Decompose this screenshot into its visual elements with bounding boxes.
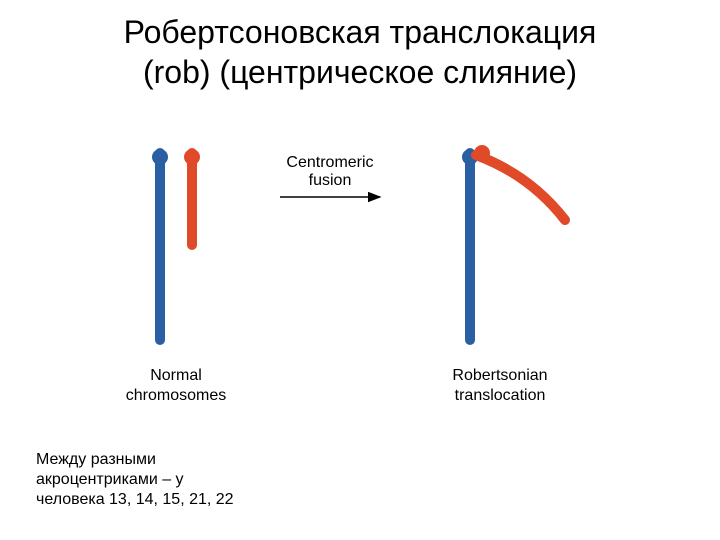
note-line-3: человека 13, 14, 15, 21, 22	[36, 490, 234, 510]
slide-title: Робертсоновская транслокация (rob) (цент…	[0, 0, 720, 92]
right-label-line2: translocation	[455, 387, 546, 404]
diagram-area: Centromeric fusion Normal chromosomes Ro…	[110, 135, 610, 435]
fusion-arrow-group: Centromeric fusion	[280, 154, 380, 197]
title-line-2: (rob) (центрическое слияние)	[0, 52, 720, 92]
note-line-1: Между разными	[36, 450, 234, 470]
red-arm-fused	[476, 155, 565, 220]
blue-centromere-left	[152, 149, 168, 165]
left-label-line2: chromosomes	[126, 387, 226, 404]
title-line-1: Робертсоновская транслокация	[0, 12, 720, 52]
right-label-line1: Robertsonian	[452, 367, 547, 384]
note-line-2: акроцентриками – у	[36, 470, 234, 490]
arrow-label-line2: fusion	[309, 172, 352, 189]
translocation-group	[462, 145, 565, 340]
chromosome-diagram: Centromeric fusion Normal chromosomes Ro…	[110, 135, 610, 435]
red-centromere-right	[474, 145, 490, 161]
red-centromere-left	[184, 149, 200, 165]
footnote: Между разными акроцентриками – у человек…	[36, 450, 234, 510]
arrow-label-line1: Centromeric	[286, 154, 373, 171]
normal-chromosomes-group	[152, 149, 200, 340]
left-label-line1: Normal	[150, 367, 202, 384]
